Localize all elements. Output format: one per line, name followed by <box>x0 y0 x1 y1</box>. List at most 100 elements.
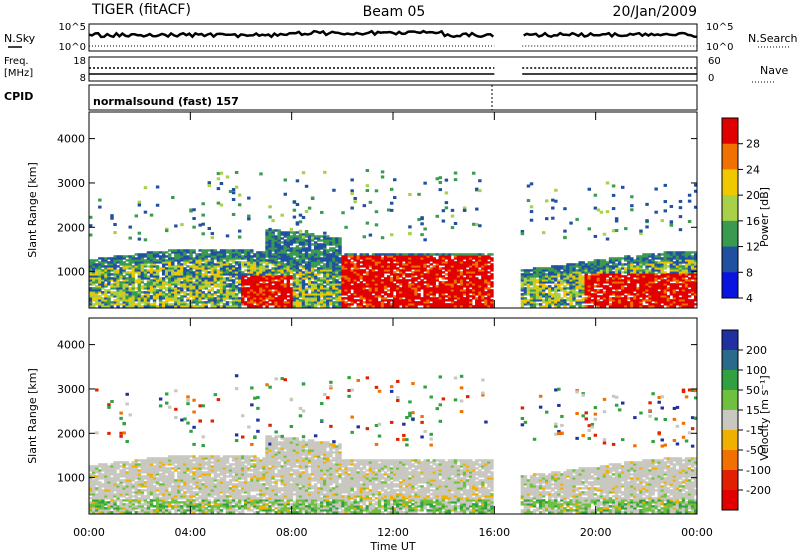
data-cell <box>380 295 385 298</box>
data-cell <box>295 281 300 284</box>
data-cell <box>462 285 467 288</box>
data-cell <box>666 289 671 292</box>
data-cell <box>669 259 674 262</box>
data-cell <box>478 265 482 268</box>
data-cell <box>143 259 148 262</box>
data-cell <box>475 223 479 227</box>
data-cell <box>161 259 166 262</box>
data-cell <box>487 301 491 304</box>
data-cell <box>286 303 291 306</box>
data-cell <box>617 259 622 262</box>
data-cell <box>140 287 145 290</box>
data-cell <box>286 275 291 278</box>
data-cell <box>538 277 543 280</box>
data-cell <box>155 279 160 282</box>
data-cell <box>128 263 132 266</box>
data-cell <box>541 301 546 304</box>
data-cell <box>441 277 446 280</box>
data-cell <box>231 281 236 284</box>
data-cell <box>280 271 284 274</box>
data-cell <box>408 305 412 308</box>
data-cell <box>210 283 215 286</box>
data-cell <box>402 259 406 262</box>
data-cell <box>675 253 680 256</box>
data-cell <box>344 225 348 229</box>
data-cell <box>298 239 303 242</box>
data-cell <box>374 223 379 227</box>
data-cell <box>414 287 418 290</box>
data-cell <box>624 301 628 304</box>
data-cell <box>444 253 449 256</box>
data-cell <box>484 257 488 260</box>
data-cell <box>250 273 254 276</box>
data-cell <box>161 283 166 286</box>
data-cell <box>578 279 582 282</box>
data-cell <box>405 257 409 260</box>
data-cell <box>98 301 102 304</box>
data-cell <box>189 279 193 282</box>
data-cell <box>684 299 689 302</box>
data-cell <box>411 281 415 284</box>
data-cell <box>432 261 436 264</box>
data-cell <box>198 301 202 304</box>
data-cell <box>365 299 370 302</box>
data-cell <box>344 275 348 278</box>
data-cell <box>575 293 579 296</box>
data-cell <box>681 275 686 278</box>
data-cell <box>335 291 339 294</box>
data-cell <box>317 287 321 290</box>
data-cell <box>611 267 616 270</box>
data-cell <box>231 261 236 264</box>
data-cell <box>149 213 154 217</box>
data-cell <box>566 299 570 302</box>
data-cell <box>104 293 108 296</box>
data-cell <box>599 265 604 268</box>
data-cell <box>380 283 385 286</box>
data-cell <box>289 251 294 254</box>
data-cell <box>307 243 312 246</box>
data-cell <box>323 273 327 276</box>
data-cell <box>681 285 686 288</box>
data-cell <box>332 281 336 284</box>
data-cell <box>128 305 132 308</box>
data-cell <box>237 289 242 292</box>
data-cell <box>125 271 129 274</box>
data-cell <box>669 269 674 272</box>
data-cell <box>168 259 172 262</box>
data-cell <box>684 279 689 282</box>
data-cell <box>420 222 424 226</box>
data-cell <box>216 269 221 272</box>
data-cell <box>596 269 601 272</box>
data-cell <box>277 255 281 258</box>
data-cell <box>538 293 543 296</box>
data-cell <box>338 249 342 252</box>
data-cell <box>672 283 677 286</box>
data-cell <box>523 291 528 294</box>
data-cell <box>192 265 196 268</box>
data-cell <box>596 303 601 306</box>
y-tick-label: 3000 <box>57 177 85 190</box>
data-cell <box>168 267 172 270</box>
data-cell <box>274 249 278 252</box>
data-cell <box>95 269 99 272</box>
data-cell <box>198 293 202 296</box>
data-cell <box>253 289 257 292</box>
data-cell <box>107 271 111 274</box>
data-cell <box>332 271 336 274</box>
data-cell <box>441 253 446 256</box>
data-cell <box>608 283 613 286</box>
data-cell <box>532 289 537 292</box>
data-cell <box>575 275 579 278</box>
data-cell <box>465 293 470 296</box>
data-cell <box>575 287 579 290</box>
data-cell <box>545 305 549 308</box>
data-cell <box>210 301 215 304</box>
data-cell <box>560 283 564 286</box>
data-cell <box>633 303 637 306</box>
data-cell <box>292 283 297 286</box>
data-cell <box>295 289 300 292</box>
data-cell <box>417 287 421 290</box>
data-cell <box>101 283 105 286</box>
data-cell <box>216 273 221 276</box>
data-cell <box>192 301 196 304</box>
